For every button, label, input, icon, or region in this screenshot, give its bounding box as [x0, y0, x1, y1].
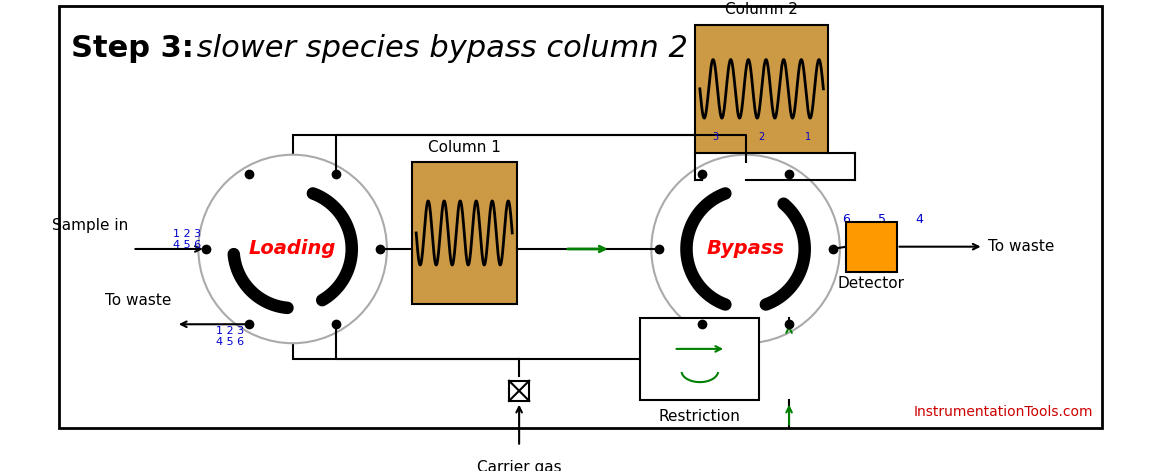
- Bar: [696, 25, 828, 153]
- Text: Step 3:: Step 3:: [71, 34, 194, 63]
- Text: 1 2 3: 1 2 3: [172, 229, 201, 239]
- Bar: [412, 162, 516, 304]
- Text: Sample in: Sample in: [52, 218, 128, 233]
- Text: To waste: To waste: [988, 239, 1055, 254]
- Text: Bypass: Bypass: [706, 239, 784, 259]
- Text: Column 2: Column 2: [726, 2, 798, 17]
- Text: To waste: To waste: [105, 293, 171, 308]
- Circle shape: [651, 155, 840, 343]
- Text: Carrier gas: Carrier gas: [477, 460, 561, 471]
- Text: Loading: Loading: [248, 239, 336, 259]
- Text: 1 2 3: 1 2 3: [216, 326, 245, 336]
- Text: 3: 3: [712, 132, 719, 142]
- Text: slower species bypass column 2: slower species bypass column 2: [187, 34, 689, 63]
- Text: 1: 1: [805, 132, 811, 142]
- Bar: [292, 135, 745, 359]
- Text: 4: 4: [915, 213, 922, 226]
- Text: 4 5 6: 4 5 6: [172, 240, 201, 250]
- Text: 5: 5: [879, 213, 887, 226]
- Text: Detector: Detector: [838, 276, 905, 292]
- Text: Column 1: Column 1: [428, 140, 500, 155]
- Bar: [509, 381, 529, 401]
- Text: Restriction: Restriction: [659, 409, 741, 424]
- Circle shape: [199, 155, 386, 343]
- Text: InstrumentationTools.com: InstrumentationTools.com: [914, 405, 1094, 419]
- Text: 6: 6: [842, 213, 850, 226]
- Bar: [641, 317, 759, 400]
- Bar: [846, 221, 897, 272]
- Text: 4 5 6: 4 5 6: [216, 337, 245, 347]
- Text: 2: 2: [759, 132, 765, 142]
